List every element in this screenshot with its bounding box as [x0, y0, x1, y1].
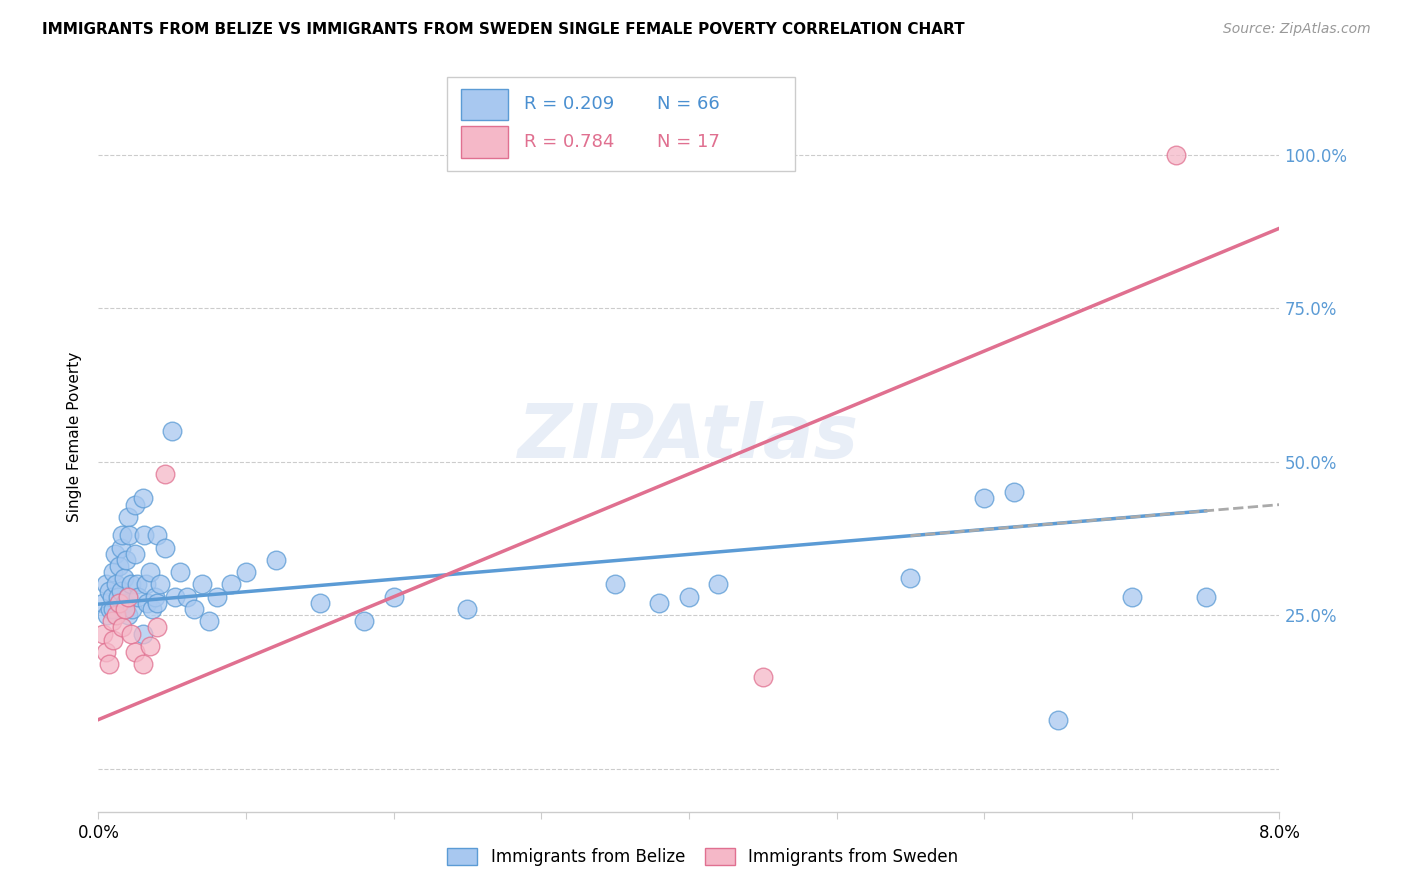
Point	[94, 645, 117, 659]
Point	[132, 657, 155, 672]
Point	[100, 590, 122, 604]
Point	[264, 553, 287, 567]
Point	[110, 541, 132, 555]
Point	[124, 645, 146, 659]
Text: N = 17: N = 17	[657, 133, 720, 151]
Point	[678, 590, 700, 604]
Point	[108, 559, 131, 574]
Point	[97, 583, 120, 598]
Point	[973, 491, 995, 506]
Point	[105, 608, 128, 623]
Text: ZIPAtlas: ZIPAtlas	[519, 401, 859, 474]
Point	[120, 626, 142, 640]
Point	[124, 498, 146, 512]
Point	[146, 596, 169, 610]
Point	[169, 565, 191, 579]
Point	[108, 596, 131, 610]
Point	[104, 547, 127, 561]
FancyBboxPatch shape	[461, 88, 508, 120]
Point	[103, 565, 125, 579]
Point	[1195, 590, 1218, 604]
Point	[135, 577, 157, 591]
Text: IMMIGRANTS FROM BELIZE VS IMMIGRANTS FROM SWEDEN SINGLE FEMALE POVERTY CORRELATI: IMMIGRANTS FROM BELIZE VS IMMIGRANTS FRO…	[42, 22, 965, 37]
Point	[107, 590, 129, 604]
Point	[143, 590, 166, 604]
Point	[353, 615, 375, 629]
Point	[120, 577, 142, 591]
Point	[162, 424, 183, 438]
Point	[176, 590, 198, 604]
Point	[91, 596, 114, 610]
Point	[146, 528, 169, 542]
Point	[100, 615, 122, 629]
Point	[1046, 713, 1070, 727]
Point	[91, 626, 114, 640]
FancyBboxPatch shape	[461, 126, 508, 158]
Point	[146, 620, 169, 634]
Text: Source: ZipAtlas.com: Source: ZipAtlas.com	[1223, 22, 1371, 37]
Point	[1166, 147, 1188, 161]
Text: R = 0.209: R = 0.209	[523, 95, 614, 113]
Point	[103, 602, 125, 616]
Point	[457, 602, 479, 616]
Point	[125, 577, 148, 591]
Point	[153, 541, 176, 555]
Point	[752, 670, 775, 684]
Point	[112, 571, 135, 585]
Point	[117, 590, 139, 604]
Text: N = 66: N = 66	[657, 95, 720, 113]
Point	[97, 657, 120, 672]
Point	[136, 596, 159, 610]
Point	[115, 553, 138, 567]
Point	[707, 577, 730, 591]
Legend: Immigrants from Belize, Immigrants from Sweden: Immigrants from Belize, Immigrants from …	[440, 841, 966, 873]
FancyBboxPatch shape	[447, 78, 796, 171]
Point	[134, 528, 156, 542]
Point	[114, 602, 136, 616]
Point	[198, 615, 221, 629]
Point	[117, 590, 139, 604]
Point	[605, 577, 627, 591]
Point	[132, 626, 155, 640]
Point	[165, 590, 187, 604]
Point	[114, 596, 136, 610]
Point	[94, 577, 117, 591]
Point	[205, 590, 228, 604]
Point	[132, 491, 155, 506]
Point	[96, 608, 118, 623]
Point	[117, 510, 139, 524]
Point	[105, 577, 128, 591]
Point	[139, 565, 162, 579]
Point	[118, 528, 141, 542]
Point	[153, 467, 176, 481]
Point	[103, 632, 125, 647]
Point	[1121, 590, 1143, 604]
Point	[111, 620, 134, 634]
Point	[117, 608, 139, 623]
Point	[111, 528, 134, 542]
Point	[98, 602, 121, 616]
Point	[1002, 485, 1025, 500]
Point	[900, 571, 922, 585]
Point	[309, 596, 332, 610]
Point	[235, 565, 257, 579]
Point	[139, 639, 162, 653]
Point	[648, 596, 671, 610]
Point	[110, 583, 132, 598]
Point	[149, 577, 172, 591]
Point	[124, 547, 146, 561]
Y-axis label: Single Female Poverty: Single Female Poverty	[67, 352, 83, 522]
Point	[183, 602, 205, 616]
Point	[141, 602, 163, 616]
Text: R = 0.784: R = 0.784	[523, 133, 614, 151]
Point	[221, 577, 243, 591]
Point	[191, 577, 214, 591]
Point	[127, 590, 149, 604]
Point	[121, 602, 143, 616]
Point	[382, 590, 405, 604]
